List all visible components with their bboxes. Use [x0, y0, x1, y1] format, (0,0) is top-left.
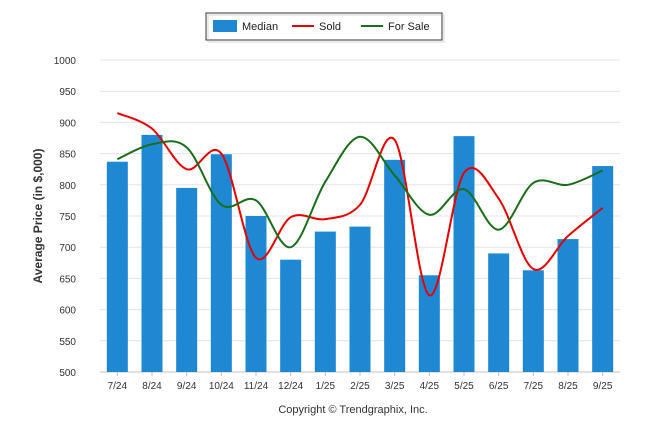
legend-median: Median	[213, 20, 278, 33]
y-tick-label: 550	[59, 337, 76, 348]
legend-label: For Sale	[388, 21, 430, 33]
y-tick-label: 750	[59, 212, 76, 223]
x-tick-label: 1/25	[316, 381, 336, 392]
bar-median	[592, 166, 614, 372]
y-tick-label: 650	[59, 274, 76, 285]
x-tick-label: 7/25	[524, 381, 544, 392]
y-tick-label: 700	[59, 243, 76, 254]
legend-label: Median	[242, 21, 278, 33]
y-tick-label: 850	[59, 150, 76, 161]
y-axis-label: Average Price (in $,000)	[31, 149, 45, 284]
bar-median	[106, 161, 128, 372]
bar-median	[488, 253, 510, 372]
line-for-sale	[116, 135, 604, 249]
bar-median	[557, 239, 579, 372]
x-tick-label: 2/25	[350, 381, 370, 392]
x-tick-label: 12/24	[278, 381, 303, 392]
bar-median	[314, 231, 336, 372]
x-tick-label: 5/25	[454, 381, 474, 392]
x-tick-label: 8/25	[558, 381, 578, 392]
x-tick-label: 7/24	[108, 381, 128, 392]
x-tick-label: 4/25	[420, 381, 440, 392]
bar-median	[522, 270, 544, 372]
y-tick-label: 1000	[54, 56, 77, 67]
bar-median	[418, 275, 440, 372]
x-tick-label: 10/24	[209, 381, 234, 392]
bar-median	[280, 259, 302, 372]
copyright-footer: Copyright © Trendgraphix, Inc.	[278, 404, 427, 416]
x-tick-label: 11/24	[244, 381, 269, 392]
y-tick-label: 500	[59, 368, 76, 379]
y-tick-label: 600	[59, 306, 76, 317]
legend: Median Sold For Sale	[205, 12, 445, 43]
x-tick-label: 3/25	[385, 381, 405, 392]
bar-median	[210, 154, 232, 372]
legend-for-sale: For Sale	[361, 21, 430, 33]
legend-label: Sold	[319, 21, 341, 33]
y-tick-label: 900	[59, 118, 76, 129]
median-bars	[106, 134, 614, 372]
bar-median	[141, 134, 163, 372]
bar-median	[453, 136, 475, 372]
x-tick-label: 8/24	[142, 381, 162, 392]
trend-lines	[116, 112, 604, 297]
bar-median	[245, 216, 267, 372]
x-axis-ticks: 7/24 8/24 9/24 10/24 11/24 12/24 1/25 2/25 3/25 4…	[108, 372, 613, 392]
legend-sold: Sold	[292, 21, 341, 33]
bar-median	[384, 159, 406, 372]
x-tick-label: 6/25	[489, 381, 509, 392]
y-axis-ticks: 500 550 600 650 700 750 800 850 900 950 1000	[54, 56, 77, 379]
bar-median	[176, 187, 198, 372]
legend-box	[205, 12, 443, 41]
bar-median	[349, 226, 371, 372]
y-tick-label: 950	[59, 87, 76, 98]
line-sold	[116, 112, 604, 297]
y-tick-label: 800	[59, 181, 76, 192]
x-tick-label: 9/24	[177, 381, 197, 392]
x-tick-label: 9/25	[593, 381, 613, 392]
legend-swatch	[213, 20, 237, 32]
